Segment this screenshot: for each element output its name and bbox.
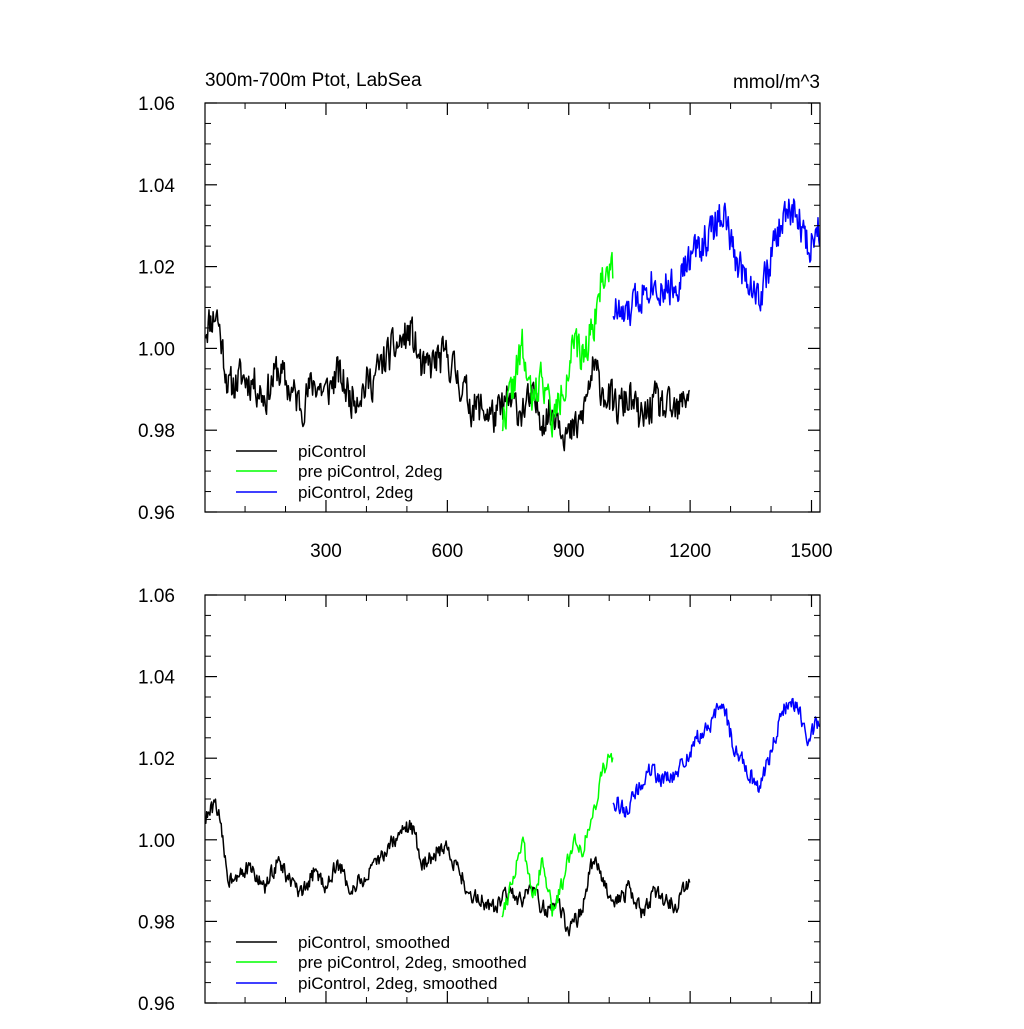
top-xtick-label: 300 <box>310 541 342 562</box>
series-line-pre-picontrol-2deg <box>501 251 614 438</box>
legend-label-picontrol: piControl <box>298 442 366 461</box>
top-ytick-label: 1.02 <box>138 258 175 279</box>
top-series-layer <box>204 198 821 452</box>
bottom-ytick-label: 1.02 <box>138 749 175 770</box>
top-xtick-label: 900 <box>553 541 585 562</box>
top-panel: 300m-700m Ptot, LabSea mmol/m^3 0.96 0.98… <box>138 70 833 562</box>
chart-units: mmol/m^3 <box>733 72 820 93</box>
series-line-picontrol-smoothed <box>205 798 691 937</box>
chart-title: 300m-700m Ptot, LabSea <box>205 70 422 91</box>
bottom-panel: 0.96 0.98 1.00 1.02 1.04 1.06 piControl, smoo… <box>138 586 821 1015</box>
legend-label-picontrol-smoothed: piControl, smoothed <box>298 933 450 952</box>
top-ytick-label: 1.04 <box>138 176 175 197</box>
bottom-ytick-label: 0.98 <box>138 912 175 933</box>
bottom-legend: piControl, smoothed pre piControl, 2deg,… <box>236 933 527 993</box>
top-ytick-label: 1.00 <box>138 339 175 360</box>
bottom-series-layer <box>205 697 821 937</box>
top-xtick-label: 600 <box>432 541 464 562</box>
legend-label-pre-picontrol-2deg-smoothed: pre piControl, 2deg, smoothed <box>298 953 527 972</box>
bottom-ytick-label: 1.06 <box>138 586 175 607</box>
series-line-picontrol <box>204 309 691 452</box>
series-line-picontrol-2deg <box>612 198 821 327</box>
top-axes: 0.96 0.98 1.00 1.02 1.04 1.06 300 600 900 1200 150… <box>138 94 833 562</box>
top-xtick-label: 1200 <box>669 541 711 562</box>
bottom-axes: 0.96 0.98 1.00 1.02 1.04 1.06 <box>138 586 821 1015</box>
top-ytick-label: 0.98 <box>138 421 175 442</box>
top-legend: piControl pre piControl, 2deg piControl,… <box>236 442 443 502</box>
top-ytick-label: 0.96 <box>138 503 175 524</box>
top-xtick-label: 1500 <box>790 541 832 562</box>
bottom-ytick-label: 0.96 <box>138 994 175 1015</box>
legend-label-picontrol-2deg: piControl, 2deg <box>298 483 413 502</box>
top-ytick-label: 1.06 <box>138 94 175 115</box>
bottom-ytick-label: 1.00 <box>138 831 175 852</box>
series-line-picontrol-2deg-smoothed <box>612 697 821 818</box>
legend-label-pre-picontrol-2deg: pre piControl, 2deg <box>298 462 443 481</box>
bottom-ytick-label: 1.04 <box>138 668 175 689</box>
series-line-pre-picontrol-2deg-smoothed <box>501 752 614 918</box>
legend-label-picontrol-2deg-smoothed: piControl, 2deg, smoothed <box>298 974 497 993</box>
